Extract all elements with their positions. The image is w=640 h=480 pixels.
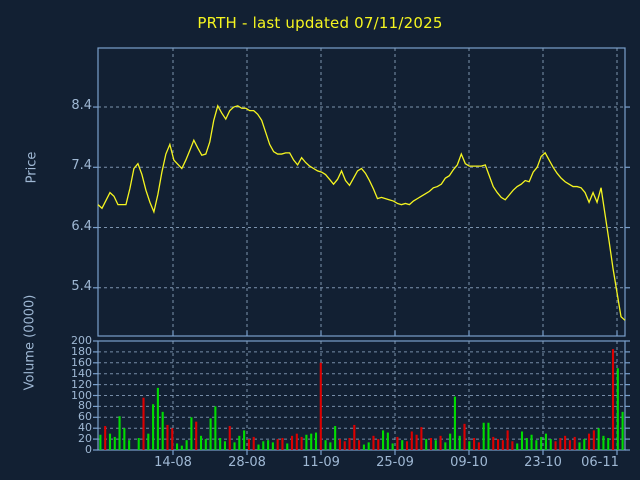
volume-y-tick-label: 140 bbox=[71, 366, 92, 380]
x-axis-tick-label: 25-09 bbox=[376, 455, 414, 470]
volume-y-tick-label: 160 bbox=[71, 355, 92, 369]
volume-y-tick-label: 80 bbox=[78, 399, 92, 413]
volume-y-tick-label: 0 bbox=[85, 443, 92, 456]
x-axis-tick-label: 28-08 bbox=[228, 455, 266, 470]
volume-y-tick-label: 40 bbox=[78, 421, 92, 435]
x-axis-tick-label: 23-10 bbox=[524, 455, 562, 470]
x-axis-tick-label: 14-08 bbox=[154, 455, 192, 470]
volume-y-tick-label: 60 bbox=[78, 410, 92, 424]
volume-y-tick-label: 180 bbox=[71, 344, 92, 358]
chart-title: PRTH - last updated 07/11/2025 bbox=[197, 14, 443, 32]
volume-y-tick-label: 100 bbox=[71, 388, 92, 402]
price-y-tick-label: 5.4 bbox=[71, 278, 92, 294]
price-y-tick-label: 8.4 bbox=[71, 98, 92, 114]
x-axis-tick-label: 11-09 bbox=[302, 455, 340, 470]
volume-y-tick-label: 20 bbox=[78, 432, 92, 446]
volume-y-axis-labels: 200 180 160 140 120 100 80 60 40 20 0 bbox=[44, 0, 92, 480]
x-axis-tick-label: 09-10 bbox=[450, 455, 488, 470]
price-y-axis-labels: 8.4 7.4 6.4 5.4 bbox=[40, 0, 92, 480]
price-y-tick-label: 7.4 bbox=[71, 158, 92, 174]
volume-y-tick-label: 200 bbox=[71, 334, 92, 347]
volume-y-tick-label: 120 bbox=[71, 377, 92, 391]
x-axis-tick-label: 06-11 bbox=[581, 455, 619, 470]
price-y-tick-label: 6.4 bbox=[71, 218, 92, 234]
